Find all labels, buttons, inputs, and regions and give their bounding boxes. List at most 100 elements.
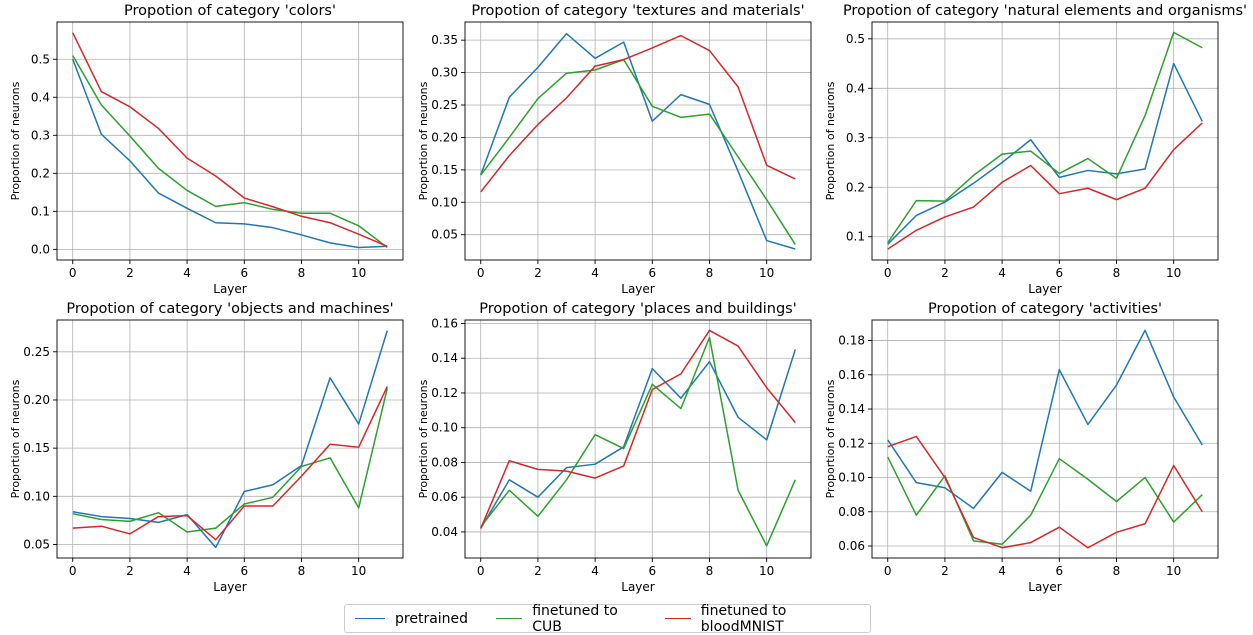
subplot-4: 0 2 4 6 8 10 0.04 0.06 0.08 0.10 0.12 0.14 0.16 Propo… bbox=[417, 301, 812, 594]
y-tick-label: 0.06 bbox=[838, 539, 865, 553]
legend-item-bloodmnist: finetuned to bloodMNIST bbox=[664, 602, 852, 635]
x-tick-label: 10 bbox=[1166, 266, 1181, 280]
y-tick-label: 0.10 bbox=[431, 195, 458, 209]
x-tick-label: 6 bbox=[1055, 266, 1063, 280]
series-line-2 bbox=[887, 122, 1203, 250]
series-line-0 bbox=[72, 330, 388, 549]
y-tick-label: 0.4 bbox=[31, 90, 50, 104]
legend: pretrained finetuned to CUB finetuned to… bbox=[344, 602, 871, 635]
y-tick-label: 0.10 bbox=[838, 471, 865, 485]
y-tick-label: 0.2 bbox=[846, 180, 865, 194]
axes-frame bbox=[56, 21, 404, 261]
y-tick-label: 0.16 bbox=[838, 368, 865, 382]
y-axis-label: Proportion of neurons bbox=[824, 81, 837, 200]
y-tick-label: 0.3 bbox=[31, 128, 50, 142]
x-tick-label: 0 bbox=[477, 266, 485, 280]
x-axis-label: Layer bbox=[213, 580, 247, 594]
x-axis-label: Layer bbox=[621, 282, 655, 296]
y-tick-label: 0.18 bbox=[838, 334, 865, 348]
axes-frame bbox=[56, 319, 404, 559]
x-tick-label: 4 bbox=[998, 266, 1006, 280]
x-tick-label: 8 bbox=[298, 564, 306, 578]
series-line-0 bbox=[480, 32, 796, 250]
x-tick-label: 2 bbox=[941, 266, 949, 280]
series-line-1 bbox=[480, 336, 796, 547]
y-tick-label: 0.25 bbox=[23, 345, 50, 359]
x-tick-label: 10 bbox=[351, 266, 366, 280]
x-tick-label: 0 bbox=[69, 564, 77, 578]
x-tick-label: 8 bbox=[706, 564, 714, 578]
y-tick-label: 0.05 bbox=[23, 538, 50, 552]
x-tick-label: 4 bbox=[183, 266, 191, 280]
y-tick-label: 0.14 bbox=[431, 351, 458, 365]
y-tick-label: 0.05 bbox=[431, 228, 458, 242]
x-tick-label: 8 bbox=[706, 266, 714, 280]
y-axis-label: Proportion of neurons bbox=[9, 81, 22, 200]
x-tick-label: 0 bbox=[884, 564, 892, 578]
y-tick-label: 0.0 bbox=[31, 242, 50, 256]
y-tick-label: 0.15 bbox=[431, 163, 458, 177]
x-tick-label: 6 bbox=[240, 266, 248, 280]
y-tick-label: 0.2 bbox=[31, 166, 50, 180]
series-line-1 bbox=[480, 58, 796, 245]
legend-item-pretrained: pretrained bbox=[355, 611, 468, 627]
legend-label-cub: finetuned to CUB bbox=[532, 602, 618, 635]
axes-frame bbox=[464, 21, 812, 261]
y-tick-label: 0.08 bbox=[431, 455, 458, 469]
x-axis-label: Layer bbox=[1028, 282, 1062, 296]
subplot-3: 0 2 4 6 8 10 0.05 0.10 0.15 0.20 0.25 Propotion of … bbox=[9, 301, 404, 594]
legend-label-pretrained: pretrained bbox=[395, 610, 469, 627]
legend-label-bloodmnist: finetuned to bloodMNIST bbox=[700, 602, 787, 635]
axes-frame bbox=[871, 319, 1219, 559]
x-axis-label: Layer bbox=[213, 282, 247, 296]
x-tick-label: 10 bbox=[759, 266, 774, 280]
x-tick-label: 0 bbox=[69, 266, 77, 280]
x-tick-label: 8 bbox=[298, 266, 306, 280]
y-tick-label: 0.1 bbox=[846, 230, 865, 244]
x-tick-label: 0 bbox=[884, 266, 892, 280]
y-tick-label: 0.1 bbox=[31, 204, 50, 218]
legend-item-cub: finetuned to CUB bbox=[496, 603, 637, 635]
x-tick-label: 8 bbox=[1113, 266, 1121, 280]
y-axis-label: Proportion of neurons bbox=[417, 379, 430, 498]
subplot-title: Propotion of category 'colors' bbox=[124, 3, 336, 19]
x-axis-label: Layer bbox=[621, 580, 655, 594]
y-tick-label: 0.14 bbox=[838, 402, 865, 416]
subplot-title: Propotion of category 'objects and machi… bbox=[66, 301, 393, 317]
y-tick-label: 0.10 bbox=[23, 489, 50, 503]
axes-frame bbox=[464, 319, 812, 559]
series-line-1 bbox=[72, 388, 388, 533]
y-tick-label: 0.08 bbox=[838, 505, 865, 519]
x-tick-label: 10 bbox=[351, 564, 366, 578]
series-line-2 bbox=[887, 435, 1203, 549]
x-tick-label: 2 bbox=[126, 564, 134, 578]
x-tick-label: 4 bbox=[998, 564, 1006, 578]
subplot-title: Propotion of category 'natural elements … bbox=[843, 3, 1247, 19]
subplot-1: 0 2 4 6 8 10 0.05 0.10 0.15 0.20 0.25 0.30 0.35 Propo… bbox=[417, 3, 812, 296]
y-tick-label: 0.16 bbox=[431, 316, 458, 330]
x-tick-label: 6 bbox=[1055, 564, 1063, 578]
y-tick-label: 0.20 bbox=[431, 130, 458, 144]
x-tick-label: 2 bbox=[126, 266, 134, 280]
x-tick-label: 10 bbox=[759, 564, 774, 578]
x-axis-label: Layer bbox=[1028, 580, 1062, 594]
x-tick-label: 0 bbox=[477, 564, 485, 578]
legend-swatch-pretrained bbox=[355, 618, 385, 619]
series-line-0 bbox=[887, 329, 1203, 510]
y-axis-label: Proportion of neurons bbox=[9, 379, 22, 498]
x-tick-label: 4 bbox=[591, 564, 599, 578]
legend-swatch-cub bbox=[496, 618, 523, 619]
y-tick-label: 0.3 bbox=[846, 131, 865, 145]
subplot-0: 0 2 4 6 8 10 0.0 0.1 0.2 0.3 0.4 0.5 Propotion of ca… bbox=[9, 3, 404, 296]
y-tick-label: 0.25 bbox=[431, 98, 458, 112]
subplot-5: 0 2 4 6 8 10 0.06 0.08 0.10 0.12 0.14 0.16 0.18 Propo… bbox=[824, 301, 1219, 594]
x-tick-label: 6 bbox=[240, 564, 248, 578]
series-line-2 bbox=[480, 34, 796, 193]
x-tick-label: 4 bbox=[591, 266, 599, 280]
y-axis-label: Proportion of neurons bbox=[417, 81, 430, 200]
series-line-2 bbox=[72, 32, 388, 248]
y-tick-label: 0.5 bbox=[31, 52, 50, 66]
x-tick-label: 6 bbox=[648, 564, 656, 578]
x-tick-label: 10 bbox=[1166, 564, 1181, 578]
subplot-title: Propotion of category 'places and buildi… bbox=[479, 301, 796, 317]
